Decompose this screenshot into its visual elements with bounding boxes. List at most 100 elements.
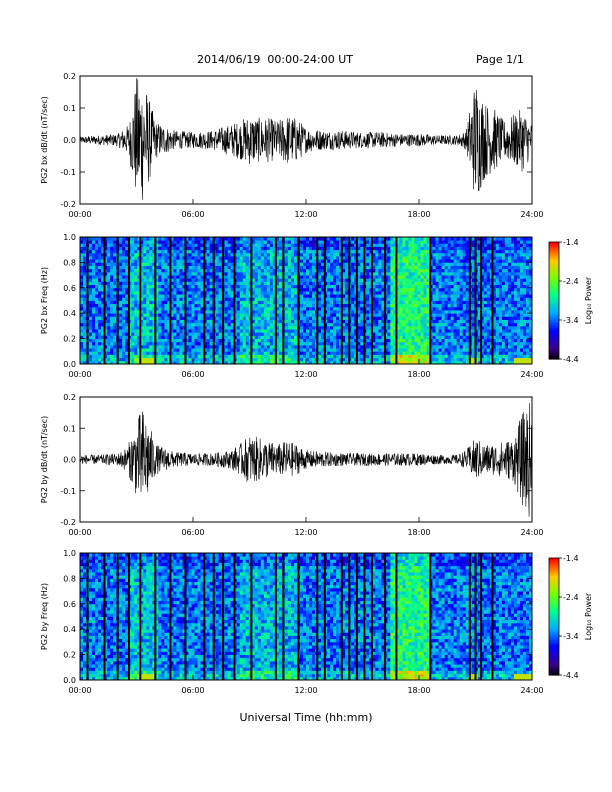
- heatmap-cell: [149, 338, 153, 343]
- heatmap-cell: [113, 319, 117, 324]
- heatmap-cell: [357, 287, 361, 292]
- heatmap-cell: [426, 354, 430, 359]
- heatmap-cell: [239, 351, 244, 355]
- heatmap-cell: [194, 325, 198, 330]
- heatmap-cell: [306, 281, 310, 286]
- heatmap-cell: [351, 262, 355, 266]
- heatmap-cell: [125, 294, 129, 298]
- heatmap-cell: [378, 252, 382, 257]
- heatmap-cell: [167, 268, 171, 273]
- heatmap-cell: [92, 265, 96, 270]
- heatmap-cell: [251, 322, 256, 327]
- heatmap-cell: [321, 284, 325, 289]
- heatmap-cell: [200, 259, 204, 263]
- heatmap-cell: [399, 290, 403, 295]
- heatmap-cell: [101, 246, 105, 251]
- heatmap-cell: [182, 303, 186, 308]
- heatmap-cell: [372, 256, 376, 260]
- heatmap-cell: [408, 297, 412, 301]
- heatmap-cell: [299, 319, 304, 324]
- heatmap-cell: [80, 259, 84, 263]
- heatmap-cell: [269, 278, 274, 282]
- heatmap-cell: [272, 256, 277, 260]
- heatmap-cell: [230, 271, 235, 276]
- heatmap-cell: [101, 332, 105, 336]
- heatmap-cell: [185, 265, 189, 270]
- heatmap-cell: [242, 246, 247, 251]
- heatmap-cell: [122, 335, 126, 339]
- heatmap-cell: [224, 348, 229, 352]
- heatmap-cell: [269, 284, 274, 289]
- heatmap-cell: [372, 348, 376, 352]
- heatmap-cell: [197, 262, 201, 266]
- heatmap-cell: [122, 287, 126, 292]
- heatmap-cell: [269, 313, 274, 317]
- heatmap-cell: [218, 290, 223, 295]
- heatmap-cell: [417, 240, 421, 244]
- heatmap-cell: [89, 281, 93, 286]
- heatmap-cell: [146, 278, 150, 282]
- heatmap-cell: [438, 332, 442, 336]
- heatmap-cell: [375, 290, 379, 295]
- heatmap-cell: [393, 240, 397, 244]
- heatmap-cell: [411, 348, 415, 352]
- heatmap-cell: [113, 341, 117, 346]
- heatmap-cell: [420, 300, 424, 305]
- heatmap-cell: [242, 341, 247, 346]
- heatmap-cell: [450, 306, 455, 311]
- heatmap-cell: [278, 348, 283, 352]
- heatmap-cell: [299, 297, 304, 301]
- heatmap-cell: [158, 268, 162, 273]
- heatmap-cell: [426, 268, 430, 273]
- heatmap-cell: [209, 290, 213, 295]
- heatmap-cell: [426, 290, 430, 295]
- heatmap-cell: [173, 297, 177, 301]
- heatmap-cell: [423, 278, 427, 282]
- heatmap-cell: [396, 335, 400, 339]
- heatmap-cell: [372, 300, 376, 305]
- heatmap-cell: [209, 357, 213, 362]
- heatmap-cell: [330, 310, 334, 314]
- heatmap-cell: [170, 294, 174, 298]
- heatmap-cell: [405, 265, 409, 270]
- heatmap-cell: [95, 322, 99, 327]
- heatmap-cell: [372, 294, 376, 298]
- heatmap-cell: [269, 290, 274, 295]
- heatmap-cell: [321, 335, 325, 339]
- heatmap-cell: [287, 303, 292, 308]
- heatmap-cell: [387, 287, 391, 292]
- heatmap-cell: [242, 268, 247, 273]
- heatmap-cell: [92, 357, 96, 362]
- heatmap-cell: [179, 256, 183, 260]
- heatmap-cell: [125, 262, 129, 266]
- heatmap-cell: [224, 271, 229, 276]
- heatmap-cell: [125, 338, 129, 343]
- heatmap-cell: [218, 252, 223, 257]
- heatmap-cell: [278, 278, 283, 282]
- heatmap-cell: [92, 335, 96, 339]
- heatmap-cell: [441, 265, 446, 270]
- heatmap-cell: [137, 237, 141, 241]
- heatmap-cell: [176, 322, 180, 327]
- heatmap-cell: [158, 284, 162, 289]
- heatmap-cell: [441, 303, 446, 308]
- heatmap-cell: [245, 335, 250, 339]
- heatmap-cell: [158, 256, 162, 260]
- heatmap-cell: [236, 322, 241, 327]
- heatmap-cell: [152, 287, 156, 292]
- heatmap-cell: [414, 348, 418, 352]
- heatmap-cell: [381, 297, 385, 301]
- heatmap-cell: [284, 290, 289, 295]
- heatmap-cell: [143, 354, 147, 359]
- heatmap-cell: [357, 316, 361, 320]
- heatmap-cell: [119, 351, 123, 355]
- heatmap-cell: [357, 332, 361, 336]
- heatmap-cell: [360, 360, 364, 365]
- heatmap-cell: [149, 278, 153, 282]
- heatmap-cell: [426, 246, 430, 251]
- heatmap-cell: [441, 290, 446, 295]
- heatmap-cell: [224, 310, 229, 314]
- heatmap-cell: [318, 354, 322, 359]
- heatmap-cell: [272, 319, 277, 324]
- heatmap-cell: [342, 332, 346, 336]
